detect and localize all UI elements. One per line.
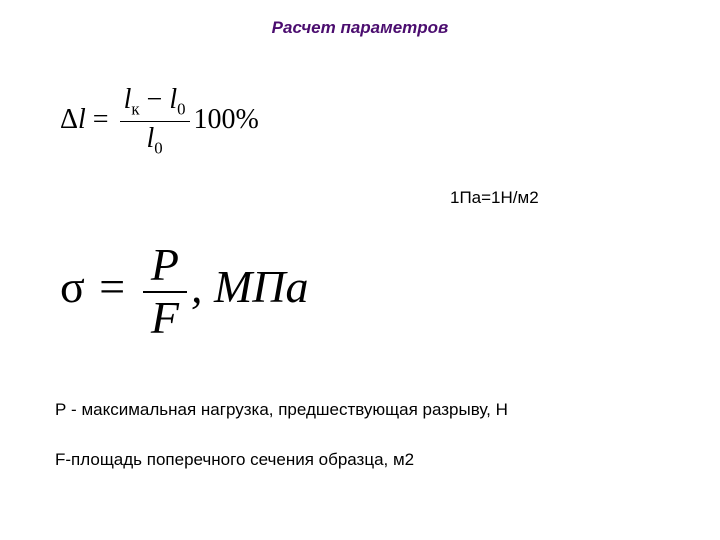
den-sub: 0 xyxy=(154,139,162,158)
sigma-symbol: σ xyxy=(60,261,85,312)
fraction-2-denominator: F xyxy=(143,293,187,344)
definition-f: F-площадь поперечного сечения образца, м… xyxy=(55,450,414,470)
num-minus: − xyxy=(140,84,170,115)
fraction-1-denominator: l0 xyxy=(120,122,190,158)
document-page: Расчет параметров Δl = lк − l0l0100% 1Па… xyxy=(0,0,720,540)
formula2-tail: , МПа xyxy=(191,261,309,312)
equals-sign-2: = xyxy=(85,261,139,312)
unit-note: 1Па=1Н/м2 xyxy=(450,188,539,208)
formula1-tail: 100% xyxy=(194,104,259,135)
equals-sign: = xyxy=(86,104,116,135)
fraction-1: lк − l0l0 xyxy=(120,85,190,158)
formula-sigma: σ = PF, МПа xyxy=(60,240,309,343)
page-title: Расчет параметров xyxy=(0,18,720,38)
num-sub2: 0 xyxy=(177,100,185,119)
num-l2: l xyxy=(169,84,177,115)
delta-symbol: Δ xyxy=(60,104,78,135)
definition-p: Р - максимальная нагрузка, предшествующа… xyxy=(55,400,508,420)
fraction-1-numerator: lк − l0 xyxy=(120,85,190,122)
var-l: l xyxy=(78,104,86,135)
fraction-2-numerator: P xyxy=(143,240,187,293)
fraction-2: PF xyxy=(143,240,187,343)
num-sub1: к xyxy=(131,100,139,119)
formula-delta-l: Δl = lк − l0l0100% xyxy=(60,85,259,158)
